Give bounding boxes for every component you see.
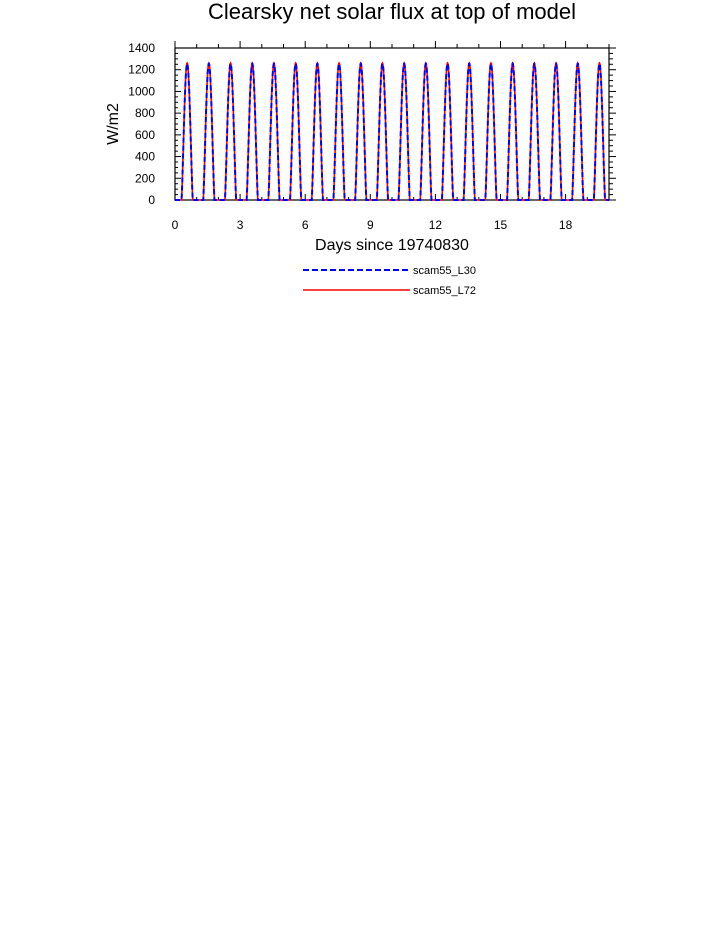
chart-title: Clearsky net solar flux at top of model (208, 0, 576, 24)
y-axis: 0 200 400 600 800 1000 1200 1400 (128, 41, 616, 207)
legend: scam55_L30 scam55_L72 (303, 265, 476, 297)
x-tick-label: 12 (429, 218, 443, 232)
x-tick-label: 18 (559, 218, 573, 232)
y-axis-label: W/m2 (105, 103, 122, 145)
y-tick-label: 400 (135, 150, 155, 164)
y-tick-label: 600 (135, 128, 155, 142)
y-tick-label: 1000 (128, 84, 155, 98)
plot-frame (174, 47, 610, 201)
x-tick-label: 15 (494, 218, 508, 232)
series-line-scam55-l72 (175, 61, 609, 201)
legend-label-scam55-l72: scam55_L72 (413, 285, 476, 297)
series-line-scam55-l30 (175, 61, 609, 201)
x-tick-label: 3 (237, 218, 244, 232)
plot-area (175, 61, 609, 201)
y-tick-label: 1400 (128, 41, 155, 55)
x-tick-label: 9 (367, 218, 374, 232)
x-tick-label: 6 (302, 218, 309, 232)
legend-label-scam55-l30: scam55_L30 (413, 265, 476, 277)
y-tick-label: 1200 (128, 63, 155, 77)
x-axis: 0 3 6 9 12 15 18 (172, 41, 610, 232)
x-tick-label: 0 (172, 218, 179, 232)
x-axis-label: Days since 19740830 (315, 237, 469, 254)
y-tick-label: 800 (135, 106, 155, 120)
y-tick-label: 0 (148, 193, 155, 207)
y-tick-label: 200 (135, 171, 155, 185)
